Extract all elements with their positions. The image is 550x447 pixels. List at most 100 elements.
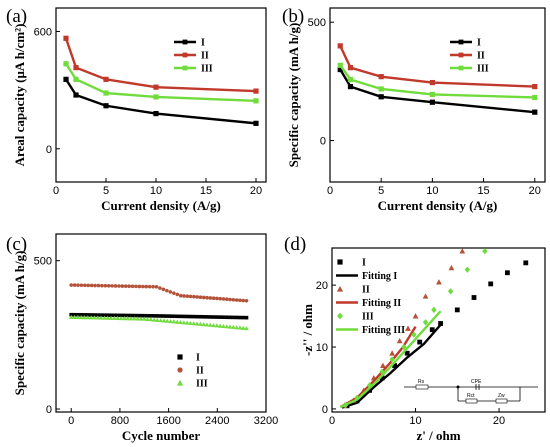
data-point-II [130, 284, 135, 289]
data-point-II [178, 293, 183, 298]
legend-marker-II [177, 367, 183, 373]
data-point-I [93, 313, 97, 317]
data-point-III [447, 288, 454, 295]
data-point-II [79, 283, 84, 288]
data-point-III [108, 315, 114, 320]
data-point-I [137, 313, 142, 318]
legend-label-III: III [201, 64, 213, 75]
data-point-I [144, 313, 149, 318]
data-point-I [201, 315, 205, 319]
legend-label-II: II [477, 51, 485, 62]
data-point-I [147, 313, 152, 318]
data-point-III [112, 315, 117, 320]
data-point-II [208, 296, 213, 300]
data-point-III [102, 315, 107, 320]
data-point-III [122, 316, 127, 321]
data-point-I [157, 314, 162, 318]
data-point-I [130, 313, 135, 318]
data-point-III [401, 343, 407, 351]
data-point-II [188, 294, 193, 299]
data-point-I [76, 312, 80, 317]
series-line-II [339, 45, 535, 88]
data-point-III [82, 315, 87, 320]
x-axis-title: Current density (A/g) [101, 198, 221, 213]
y-tick-label: 500 [308, 17, 326, 29]
data-point-II [89, 283, 94, 288]
data-point-III [389, 356, 395, 363]
data-point-III [95, 315, 101, 320]
data-point-III [201, 322, 206, 327]
data-point-II [63, 35, 69, 41]
legend-label-III: III [362, 312, 374, 323]
data-point-I [244, 315, 249, 320]
data-point-III [234, 325, 239, 330]
circuit-label-rs: Rs [418, 379, 425, 385]
x-tick-label: 2400 [205, 415, 229, 427]
legend-label-III: III [196, 379, 208, 390]
data-point-II [83, 283, 87, 288]
data-point-I [79, 313, 84, 317]
data-point-I [184, 314, 189, 319]
data-point-II [347, 65, 354, 71]
legend-marker-II [336, 285, 344, 292]
data-point-II [436, 279, 442, 285]
circuit-warburg-zw [495, 398, 508, 404]
data-point-II [161, 287, 166, 292]
data-point-II [69, 283, 74, 287]
data-point-I [404, 350, 410, 356]
series-line-I [64, 78, 257, 125]
y-tick-label: 10 [316, 342, 328, 354]
series-III [68, 314, 249, 331]
legend-label-Fitting-II: Fitting II [362, 298, 401, 309]
data-point-II [205, 295, 209, 300]
legend-label-Fitting-I: Fitting I [362, 271, 397, 282]
data-point-II [380, 362, 386, 368]
data-point-I [454, 307, 460, 313]
data-point-III [244, 326, 249, 331]
data-point-I [110, 313, 114, 318]
data-point-I [224, 315, 229, 320]
data-point-I [120, 313, 125, 318]
legend-marker-III [176, 379, 184, 386]
x-tick-label: 15 [200, 185, 212, 197]
fit-line-Fitting-II [339, 325, 417, 409]
data-point-III [105, 315, 111, 320]
legend-marker-II [458, 52, 464, 58]
data-point-III [464, 266, 471, 273]
y-tick-label: 0 [46, 404, 52, 416]
data-point-I [194, 314, 199, 319]
x-tick-label: 0 [329, 415, 335, 427]
data-point-II [165, 288, 169, 293]
panel-b: 0 5 10 15 20 0 500 Current density (A/g) Specifi… [282, 6, 546, 213]
x-tick-label: 0 [53, 185, 59, 197]
data-point-I [106, 313, 111, 318]
data-point-I [151, 314, 155, 318]
data-point-III [191, 321, 197, 326]
data-point-III [240, 325, 246, 330]
data-point-III [217, 323, 223, 328]
data-point-I [218, 315, 222, 319]
data-point-I [103, 103, 109, 109]
data-point-III [155, 317, 160, 322]
data-point-III [153, 94, 159, 100]
data-point-I [488, 281, 494, 287]
data-point-I [337, 66, 343, 73]
data-point-II [153, 84, 159, 90]
data-point-III [68, 314, 74, 319]
data-point-II [389, 350, 396, 356]
legend-marker-III [182, 65, 188, 71]
data-point-II [195, 295, 200, 299]
fit-line-Fitting-III [339, 310, 442, 409]
x-tick-label: 3200 [254, 415, 278, 427]
data-point-III [204, 322, 210, 327]
data-point-III [221, 323, 226, 328]
data-point-III [178, 319, 183, 325]
data-point-III [148, 317, 154, 322]
data-point-I [96, 313, 101, 317]
data-point-I [429, 327, 435, 333]
data-point-II [96, 283, 101, 288]
y-axis-title: Specific capacity (mA h/g) [12, 251, 27, 396]
data-point-II [137, 284, 142, 289]
y-tick-label: 600 [34, 26, 52, 38]
data-point-I [89, 313, 94, 317]
